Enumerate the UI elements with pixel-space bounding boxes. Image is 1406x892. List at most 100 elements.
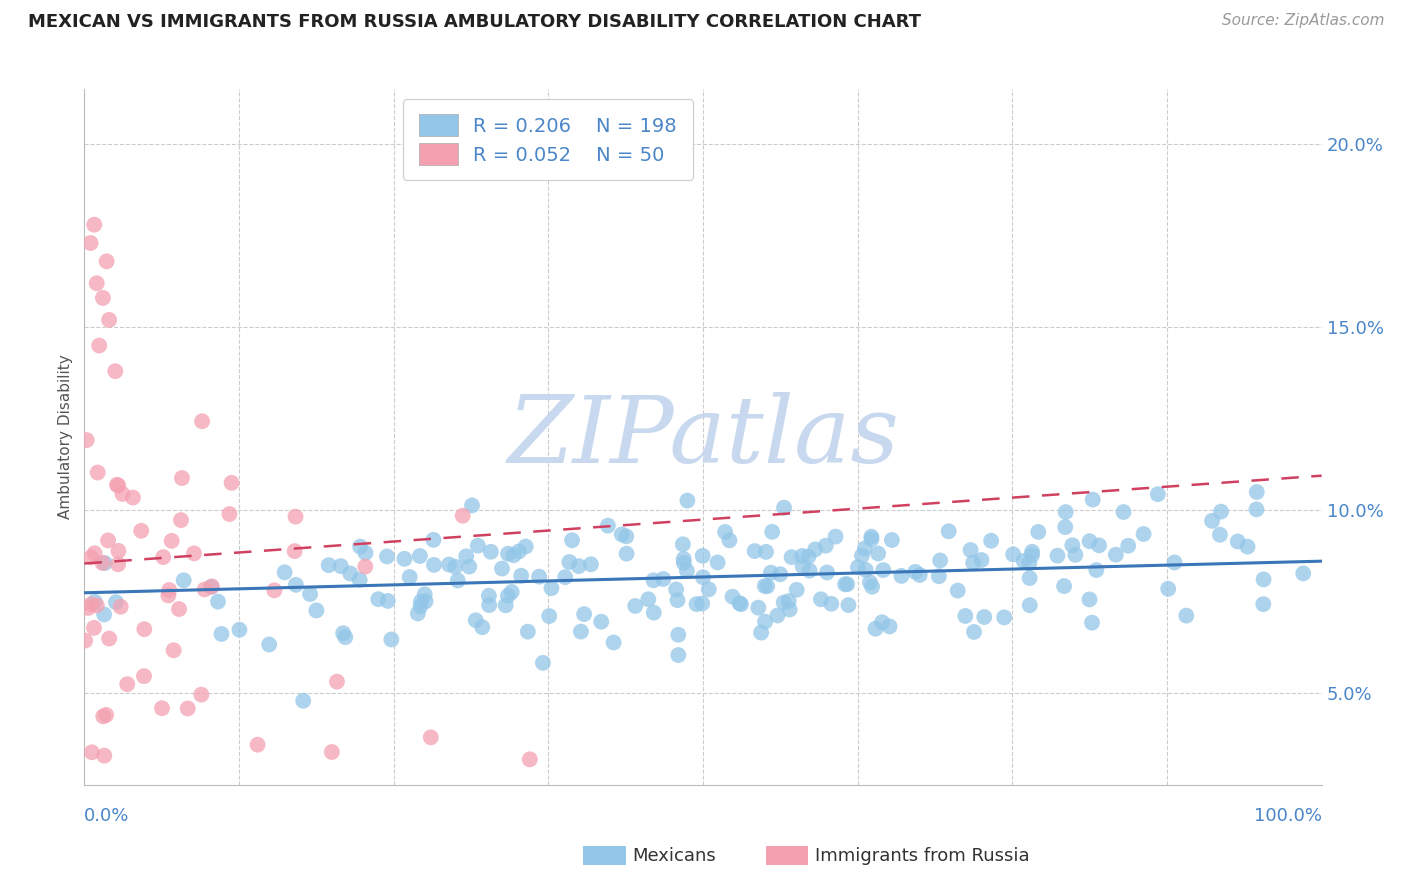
Point: [510, 568, 533, 582]
Point: [810, 592, 832, 607]
Point: [728, 596, 751, 610]
Point: [96, 707, 118, 722]
Point: [284, 509, 307, 524]
Point: [451, 508, 474, 523]
Point: [157, 589, 180, 603]
Point: [572, 607, 595, 621]
Point: [1018, 556, 1040, 570]
Point: [980, 533, 1002, 548]
Point: [880, 533, 903, 547]
Point: [1209, 528, 1232, 542]
Point: [837, 598, 859, 612]
Point: [908, 568, 931, 582]
Point: [201, 579, 224, 593]
Point: [879, 619, 901, 633]
Point: [326, 674, 349, 689]
Point: [173, 574, 195, 588]
Point: [616, 547, 638, 561]
Point: [83, 546, 105, 560]
Point: [1018, 571, 1040, 585]
Point: [122, 491, 145, 505]
Point: [177, 701, 200, 715]
Point: [761, 524, 783, 539]
Point: [496, 547, 519, 561]
Point: [150, 701, 173, 715]
Point: [1002, 548, 1025, 562]
Point: [820, 597, 842, 611]
Point: [207, 594, 229, 608]
Point: [423, 558, 446, 572]
Point: [890, 569, 912, 583]
Point: [766, 608, 789, 623]
Point: [1105, 548, 1128, 562]
Point: [860, 580, 883, 594]
Point: [527, 569, 550, 583]
Point: [218, 507, 240, 521]
Point: [955, 609, 977, 624]
Point: [643, 574, 665, 588]
Point: [815, 566, 838, 580]
Point: [263, 583, 285, 598]
Point: [853, 541, 876, 556]
Point: [685, 597, 707, 611]
Point: [780, 550, 803, 565]
Point: [666, 593, 689, 607]
Point: [973, 610, 995, 624]
Point: [409, 594, 432, 608]
Point: [91, 709, 114, 723]
Point: [538, 609, 561, 624]
Point: [554, 570, 576, 584]
Point: [111, 487, 134, 501]
Point: [814, 539, 837, 553]
Point: [519, 752, 541, 766]
Point: [501, 585, 523, 599]
Point: [200, 580, 222, 594]
Point: [409, 549, 432, 563]
Point: [706, 556, 728, 570]
Point: [1253, 573, 1275, 587]
Point: [714, 524, 737, 539]
Point: [1292, 566, 1315, 581]
Point: [721, 590, 744, 604]
Point: [406, 607, 429, 621]
Point: [394, 552, 416, 566]
Point: [672, 556, 695, 570]
Text: ZIPatlas: ZIPatlas: [508, 392, 898, 482]
Point: [718, 533, 741, 548]
Point: [211, 627, 233, 641]
Point: [98, 313, 121, 327]
Point: [1026, 524, 1049, 539]
Point: [447, 574, 470, 588]
Point: [478, 589, 501, 603]
Point: [98, 632, 121, 646]
Point: [190, 688, 212, 702]
Point: [1163, 556, 1185, 570]
Point: [339, 566, 361, 581]
Point: [380, 632, 402, 647]
Point: [591, 615, 613, 629]
Point: [105, 477, 128, 491]
Point: [568, 559, 591, 574]
Point: [929, 553, 952, 567]
Point: [938, 524, 960, 539]
Point: [666, 628, 689, 642]
Point: [354, 559, 377, 574]
Point: [444, 559, 467, 574]
Point: [495, 599, 517, 613]
Point: [579, 558, 602, 572]
Point: [75, 633, 97, 648]
Point: [134, 622, 156, 636]
Point: [129, 524, 152, 538]
Point: [162, 643, 184, 657]
Point: [697, 582, 720, 597]
Point: [778, 594, 800, 608]
Point: [834, 577, 856, 591]
Point: [744, 544, 766, 558]
Point: [335, 630, 357, 644]
Point: [963, 624, 986, 639]
Point: [792, 559, 814, 574]
Point: [299, 587, 322, 601]
Point: [652, 572, 675, 586]
Point: [692, 549, 714, 563]
Point: [1054, 505, 1077, 519]
